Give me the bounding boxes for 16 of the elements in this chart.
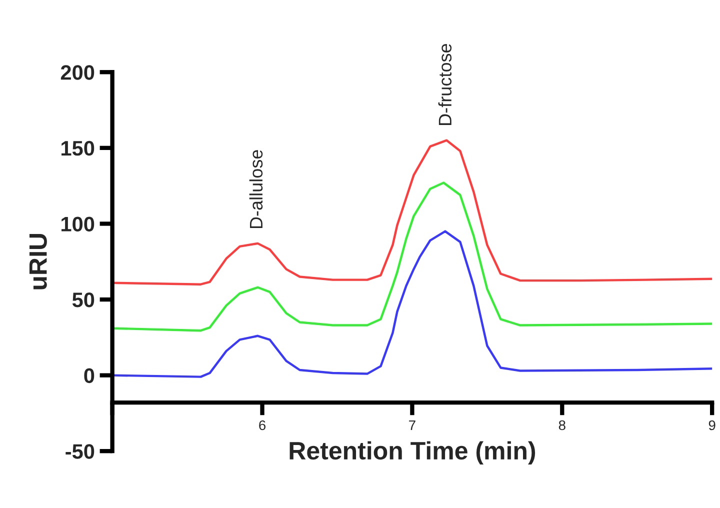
line-series <box>112 230 712 378</box>
x-tick-label: 6 <box>259 420 266 430</box>
annotation: D-fructose <box>438 44 452 125</box>
x-tick-label: 9 <box>708 420 716 430</box>
y-tick-label: 50 <box>72 292 94 308</box>
y-tick-label: 200 <box>60 65 94 80</box>
x-axis-title: Retention Time (min) <box>290 441 536 465</box>
y-axis-title: uRIU <box>29 234 47 290</box>
x-tick-label: 8 <box>558 420 566 430</box>
y-tick-label: -50 <box>66 444 94 459</box>
y-tick-label: 0 <box>84 368 94 384</box>
y-tick-label: 100 <box>62 216 94 232</box>
line-series <box>112 139 712 286</box>
annotation: D-allulose <box>249 150 263 228</box>
x-tick-label: 7 <box>409 420 416 430</box>
y-tick-label: 150 <box>62 140 94 156</box>
